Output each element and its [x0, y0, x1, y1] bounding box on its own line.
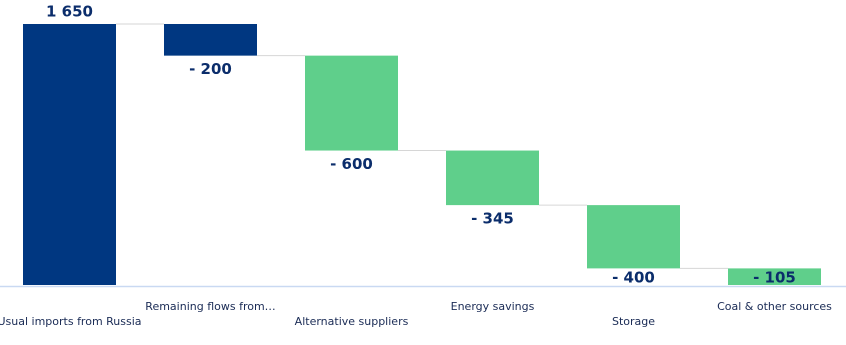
bar: [164, 24, 257, 56]
bar: [446, 150, 539, 206]
value-label: - 600: [330, 155, 373, 173]
value-label: 1 650: [46, 3, 93, 21]
bar: [728, 268, 821, 285]
x-tick-label: Energy savings: [451, 300, 535, 313]
value-label: - 200: [189, 60, 232, 78]
value-label: - 345: [471, 210, 514, 228]
x-tick-label: Usual imports from Russia: [0, 315, 142, 328]
x-tick-label: Coal & other sources: [717, 300, 832, 313]
x-tick-label: Storage: [612, 315, 655, 328]
bar: [305, 55, 398, 151]
x-tick-label: Remaining flows from…: [145, 300, 275, 313]
bar: [587, 205, 680, 269]
value-label: - 105: [753, 269, 796, 287]
value-label: - 400: [612, 269, 655, 287]
bar: [23, 24, 116, 285]
x-tick-label: Alternative suppliers: [295, 315, 409, 328]
